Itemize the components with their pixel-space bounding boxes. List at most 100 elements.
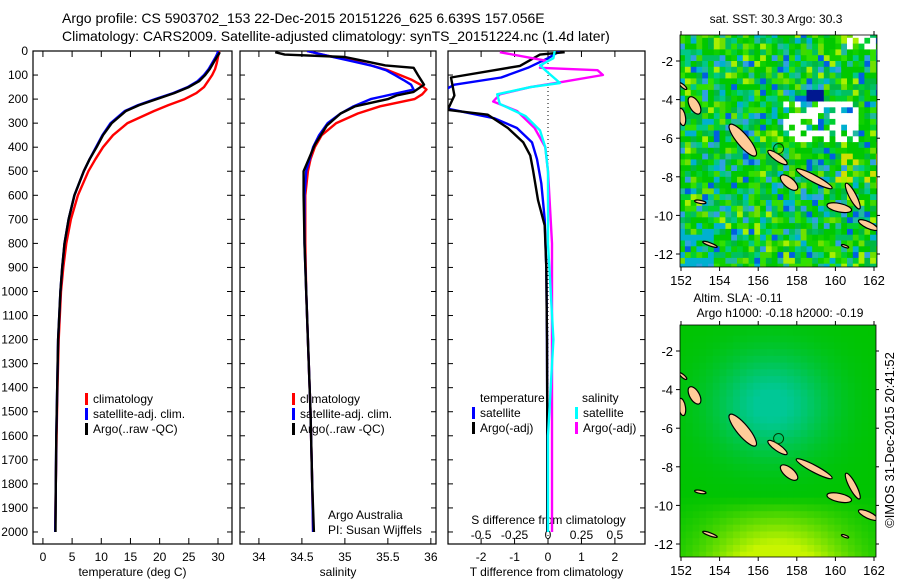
x2-tick-label: -0.5 <box>471 528 492 542</box>
legend-label: Argo(..raw -QC) <box>300 422 385 436</box>
island <box>728 123 758 157</box>
series-line-s-satellite <box>496 51 562 532</box>
x-tick-label: 30 <box>211 550 225 564</box>
imos-credit: ©IMOS 31-Dec-2015 20:41:52 <box>882 352 897 528</box>
legend-swatch <box>85 408 88 420</box>
lat-tick-label: -8 <box>661 170 673 185</box>
x-axis-label: salinity <box>320 565 357 579</box>
argo-position-marker <box>773 433 785 445</box>
x-axis-label: T difference from climatology <box>470 565 624 579</box>
lon-tick-label: 152 <box>670 273 692 288</box>
x-tick-label: 35.5 <box>376 550 400 564</box>
y-tick-label: 2000 <box>1 525 28 539</box>
y-tick-label: 1600 <box>1 429 28 443</box>
x-tick-label: 10 <box>95 550 109 564</box>
legend-swatch <box>472 407 475 419</box>
y-tick-label: 300 <box>8 116 28 130</box>
lat-tick-label: -12 <box>654 537 673 552</box>
map-field <box>680 35 877 267</box>
plot-frame <box>32 50 233 545</box>
series-line-argo-raw-qc- <box>274 51 426 533</box>
island <box>687 386 702 405</box>
legend-swatch <box>292 423 295 435</box>
island <box>680 372 688 381</box>
salinity-panel: 34 34.5 35 35.5 36 salinity climatologysatelli… <box>239 50 438 579</box>
y-tick-label: 100 <box>8 68 28 82</box>
lat-tick-label: -2 <box>661 344 673 359</box>
x-tick-label: 34 <box>252 550 266 564</box>
x-tick-label: -2 <box>476 550 487 564</box>
y-tick-label: 1700 <box>1 453 28 467</box>
lon-tick-label: 160 <box>825 273 847 288</box>
temperature-panel: 0 5 10 15 20 25 300100200300400500600700800900… <box>1 44 233 579</box>
lon-tick-label: 156 <box>747 273 769 288</box>
lat-tick-label: -2 <box>661 54 673 69</box>
lon-tick-label: 160 <box>825 563 847 578</box>
x2-tick-label: 0.25 <box>570 528 594 542</box>
y-tick-label: 1000 <box>1 284 28 298</box>
x-tick-label: 20 <box>153 550 167 564</box>
x2-tick-label: -0.25 <box>501 528 529 542</box>
legend-label: satellite-adj. clim. <box>300 407 392 421</box>
legend-swatch <box>85 423 88 435</box>
lat-tick-label: -6 <box>661 421 673 436</box>
lon-tick-label: 158 <box>786 273 808 288</box>
island <box>840 533 850 539</box>
y-tick-label: 800 <box>8 236 28 250</box>
x-tick-label: 35 <box>338 550 352 564</box>
island <box>844 182 861 210</box>
legend-header: temperature <box>480 391 545 405</box>
x-tick-label: 25 <box>182 550 196 564</box>
legend-swatch <box>292 408 295 420</box>
island <box>779 464 799 481</box>
island <box>826 202 853 214</box>
x-axis-label: temperature (deg C) <box>78 565 186 579</box>
lon-tick-label: 158 <box>786 563 808 578</box>
figure-title-line1: Argo profile: CS 5903702_153 22-Dec-2015… <box>62 10 545 26</box>
series-line-argo-raw-qc- <box>54 51 221 533</box>
legend-label: satellite <box>480 406 521 420</box>
island <box>702 530 718 538</box>
y-tick-label: 1100 <box>2 309 28 323</box>
series-line-s-argo-adj- <box>492 51 605 532</box>
y-tick-label: 700 <box>8 212 28 226</box>
legend-header: salinity <box>582 391 619 405</box>
island <box>687 96 702 115</box>
legend: temperature salinitysatelliteArgo(-adj)sa… <box>472 391 636 435</box>
y-tick-label: 200 <box>8 92 28 106</box>
legend-label: satellite <box>583 406 624 420</box>
lon-tick-label: 154 <box>709 273 731 288</box>
lon-tick-label: 156 <box>747 563 769 578</box>
argo-position-marker <box>773 143 785 155</box>
y-tick-label: 0 <box>21 44 28 58</box>
sla-map: 152 154 156 158 160 162 -2 -4 -6 -8 -10 -12 Altim. S… <box>654 291 885 578</box>
map-title: Argo h1000: -0.18 h2000: -0.19 <box>697 306 864 320</box>
island <box>680 82 688 91</box>
lon-tick-label: 162 <box>863 273 885 288</box>
legend-label: climatology <box>300 392 360 406</box>
x-tick-label: 5 <box>69 550 76 564</box>
island <box>693 489 707 495</box>
x-tick-label: 1 <box>578 550 585 564</box>
x-tick-label: 34.5 <box>290 550 314 564</box>
island <box>693 199 707 205</box>
lat-tick-label: -12 <box>654 247 673 262</box>
lat-tick-label: -8 <box>661 460 673 475</box>
lat-tick-label: -10 <box>654 208 673 223</box>
land-masses <box>680 372 876 539</box>
map-field <box>680 325 876 557</box>
x-tick-label: 0 <box>40 550 47 564</box>
island <box>826 492 853 504</box>
x2-tick-label: 0 <box>545 528 552 542</box>
lat-tick-label: -10 <box>654 498 673 513</box>
plot-frame <box>239 50 437 545</box>
legend-swatch <box>472 422 475 434</box>
y-tick-label: 1400 <box>1 381 28 395</box>
y-tick-label: 600 <box>8 188 28 202</box>
series-line-t-argo-adj- <box>448 51 565 532</box>
island <box>857 509 876 522</box>
